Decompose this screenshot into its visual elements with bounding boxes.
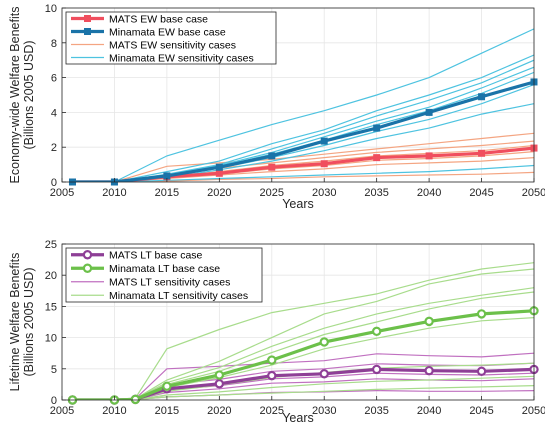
legend-label: Minamata LT sensitivity cases — [109, 290, 248, 302]
x-tick-label: 2020 — [207, 405, 231, 417]
x-tick-label: 2045 — [469, 405, 493, 417]
x-tick-label: 2030 — [312, 187, 336, 199]
x-tick-label: 2035 — [364, 405, 388, 417]
data-point — [373, 154, 381, 162]
data-point — [371, 364, 382, 375]
legend-label: Minamata LT base case — [109, 263, 220, 275]
data-point — [373, 124, 381, 132]
data-point — [267, 355, 277, 365]
y-tick-label: 2 — [51, 142, 57, 154]
x-tick-label: 2015 — [155, 187, 179, 199]
legend-label: Minamata EW base case — [109, 26, 226, 38]
data-lines — [72, 28, 534, 182]
data-point — [268, 163, 276, 171]
axis-box — [61, 243, 535, 401]
data-point — [130, 394, 141, 405]
data-point — [320, 160, 328, 168]
x-tick-label: 2050 — [522, 187, 545, 199]
y-tick-label: 10 — [45, 333, 57, 345]
data-point — [424, 365, 434, 376]
x-tick-label: 2010 — [102, 405, 126, 417]
x-tick-label: 2050 — [522, 405, 545, 417]
x-tick-label: 2045 — [469, 187, 493, 199]
legend-label: MATS LT base case — [109, 250, 203, 262]
data-point — [478, 149, 486, 157]
legend-box — [65, 247, 263, 303]
y-tick-label: 5 — [51, 364, 57, 376]
x-tick-label: 2005 — [50, 187, 74, 199]
x-tick-label: 2025 — [260, 187, 284, 199]
x-tick-label: 2040 — [417, 187, 441, 199]
legend-label: MATS LT sensitivity cases — [109, 277, 230, 289]
data-point — [163, 172, 171, 180]
legend-label: MATS EW base case — [109, 13, 208, 25]
data-point — [478, 93, 486, 101]
data-point — [424, 316, 434, 327]
y-axis-label: Lifetime Welfare Benefits(Billions 2005 … — [8, 253, 36, 392]
data-point — [319, 369, 329, 379]
axis-box — [61, 7, 535, 183]
y-tick-label: 6 — [51, 73, 57, 85]
legend-marker — [84, 15, 91, 22]
data-point — [162, 381, 172, 391]
data-point — [267, 370, 277, 381]
economy-wide-benefits-chart: 2005 2010 2015 2020 2025 2030 2035 2040 2045 2050… — [8, 3, 545, 211]
legend-marker — [84, 28, 91, 35]
x-tick-label: 2035 — [364, 187, 388, 199]
legend-label: MATS EW sensitivity cases — [109, 39, 236, 51]
sensitivity-line — [72, 54, 534, 182]
legend-label: Minamata EW sensitivity cases — [109, 52, 254, 64]
x-tick-label: 2010 — [102, 187, 126, 199]
data-point — [425, 108, 433, 116]
y-tick-label: 0 — [51, 395, 57, 407]
legend-marker — [82, 250, 93, 260]
data-point — [476, 309, 487, 319]
y-axis-label: Economy-wide Welfare Benefits(Billions 2… — [8, 7, 36, 184]
x-tick-label: 2030 — [312, 405, 336, 417]
data-point — [215, 169, 223, 177]
x-axis-label: Years — [282, 197, 314, 211]
data-point — [319, 337, 329, 347]
data-point — [268, 152, 276, 160]
lifetime-benefits-chart: 2005 2010 2015 2020 2025 2030 2035 2040 2045 2050… — [8, 239, 545, 425]
data-point — [215, 163, 223, 171]
legend-marker — [82, 263, 93, 273]
data-point — [320, 137, 328, 145]
y-tick-label: 25 — [45, 239, 57, 251]
y-tick-label: 4 — [51, 107, 57, 119]
sensitivity-line — [72, 132, 534, 182]
y-tick-label: 0 — [51, 177, 57, 189]
y-tick-label: 8 — [51, 38, 57, 50]
x-tick-label: 2020 — [207, 187, 231, 199]
sensitivity-line — [72, 28, 534, 182]
x-tick-label: 2015 — [155, 405, 179, 417]
data-point — [476, 366, 487, 376]
x-axis-label: Years — [282, 411, 314, 425]
sensitivity-line — [72, 164, 534, 182]
x-tick-label: 2025 — [260, 405, 284, 417]
x-tick-label: 2005 — [50, 405, 74, 417]
y-tick-label: 10 — [45, 3, 57, 15]
data-point — [214, 370, 225, 380]
data-point — [425, 152, 433, 160]
y-tick-label: 15 — [45, 301, 57, 313]
y-tick-label: 20 — [45, 270, 57, 282]
data-point — [214, 379, 225, 389]
legend-box — [65, 11, 277, 65]
base-line — [72, 80, 534, 182]
x-tick-label: 2040 — [417, 405, 441, 417]
data-point — [371, 326, 382, 337]
